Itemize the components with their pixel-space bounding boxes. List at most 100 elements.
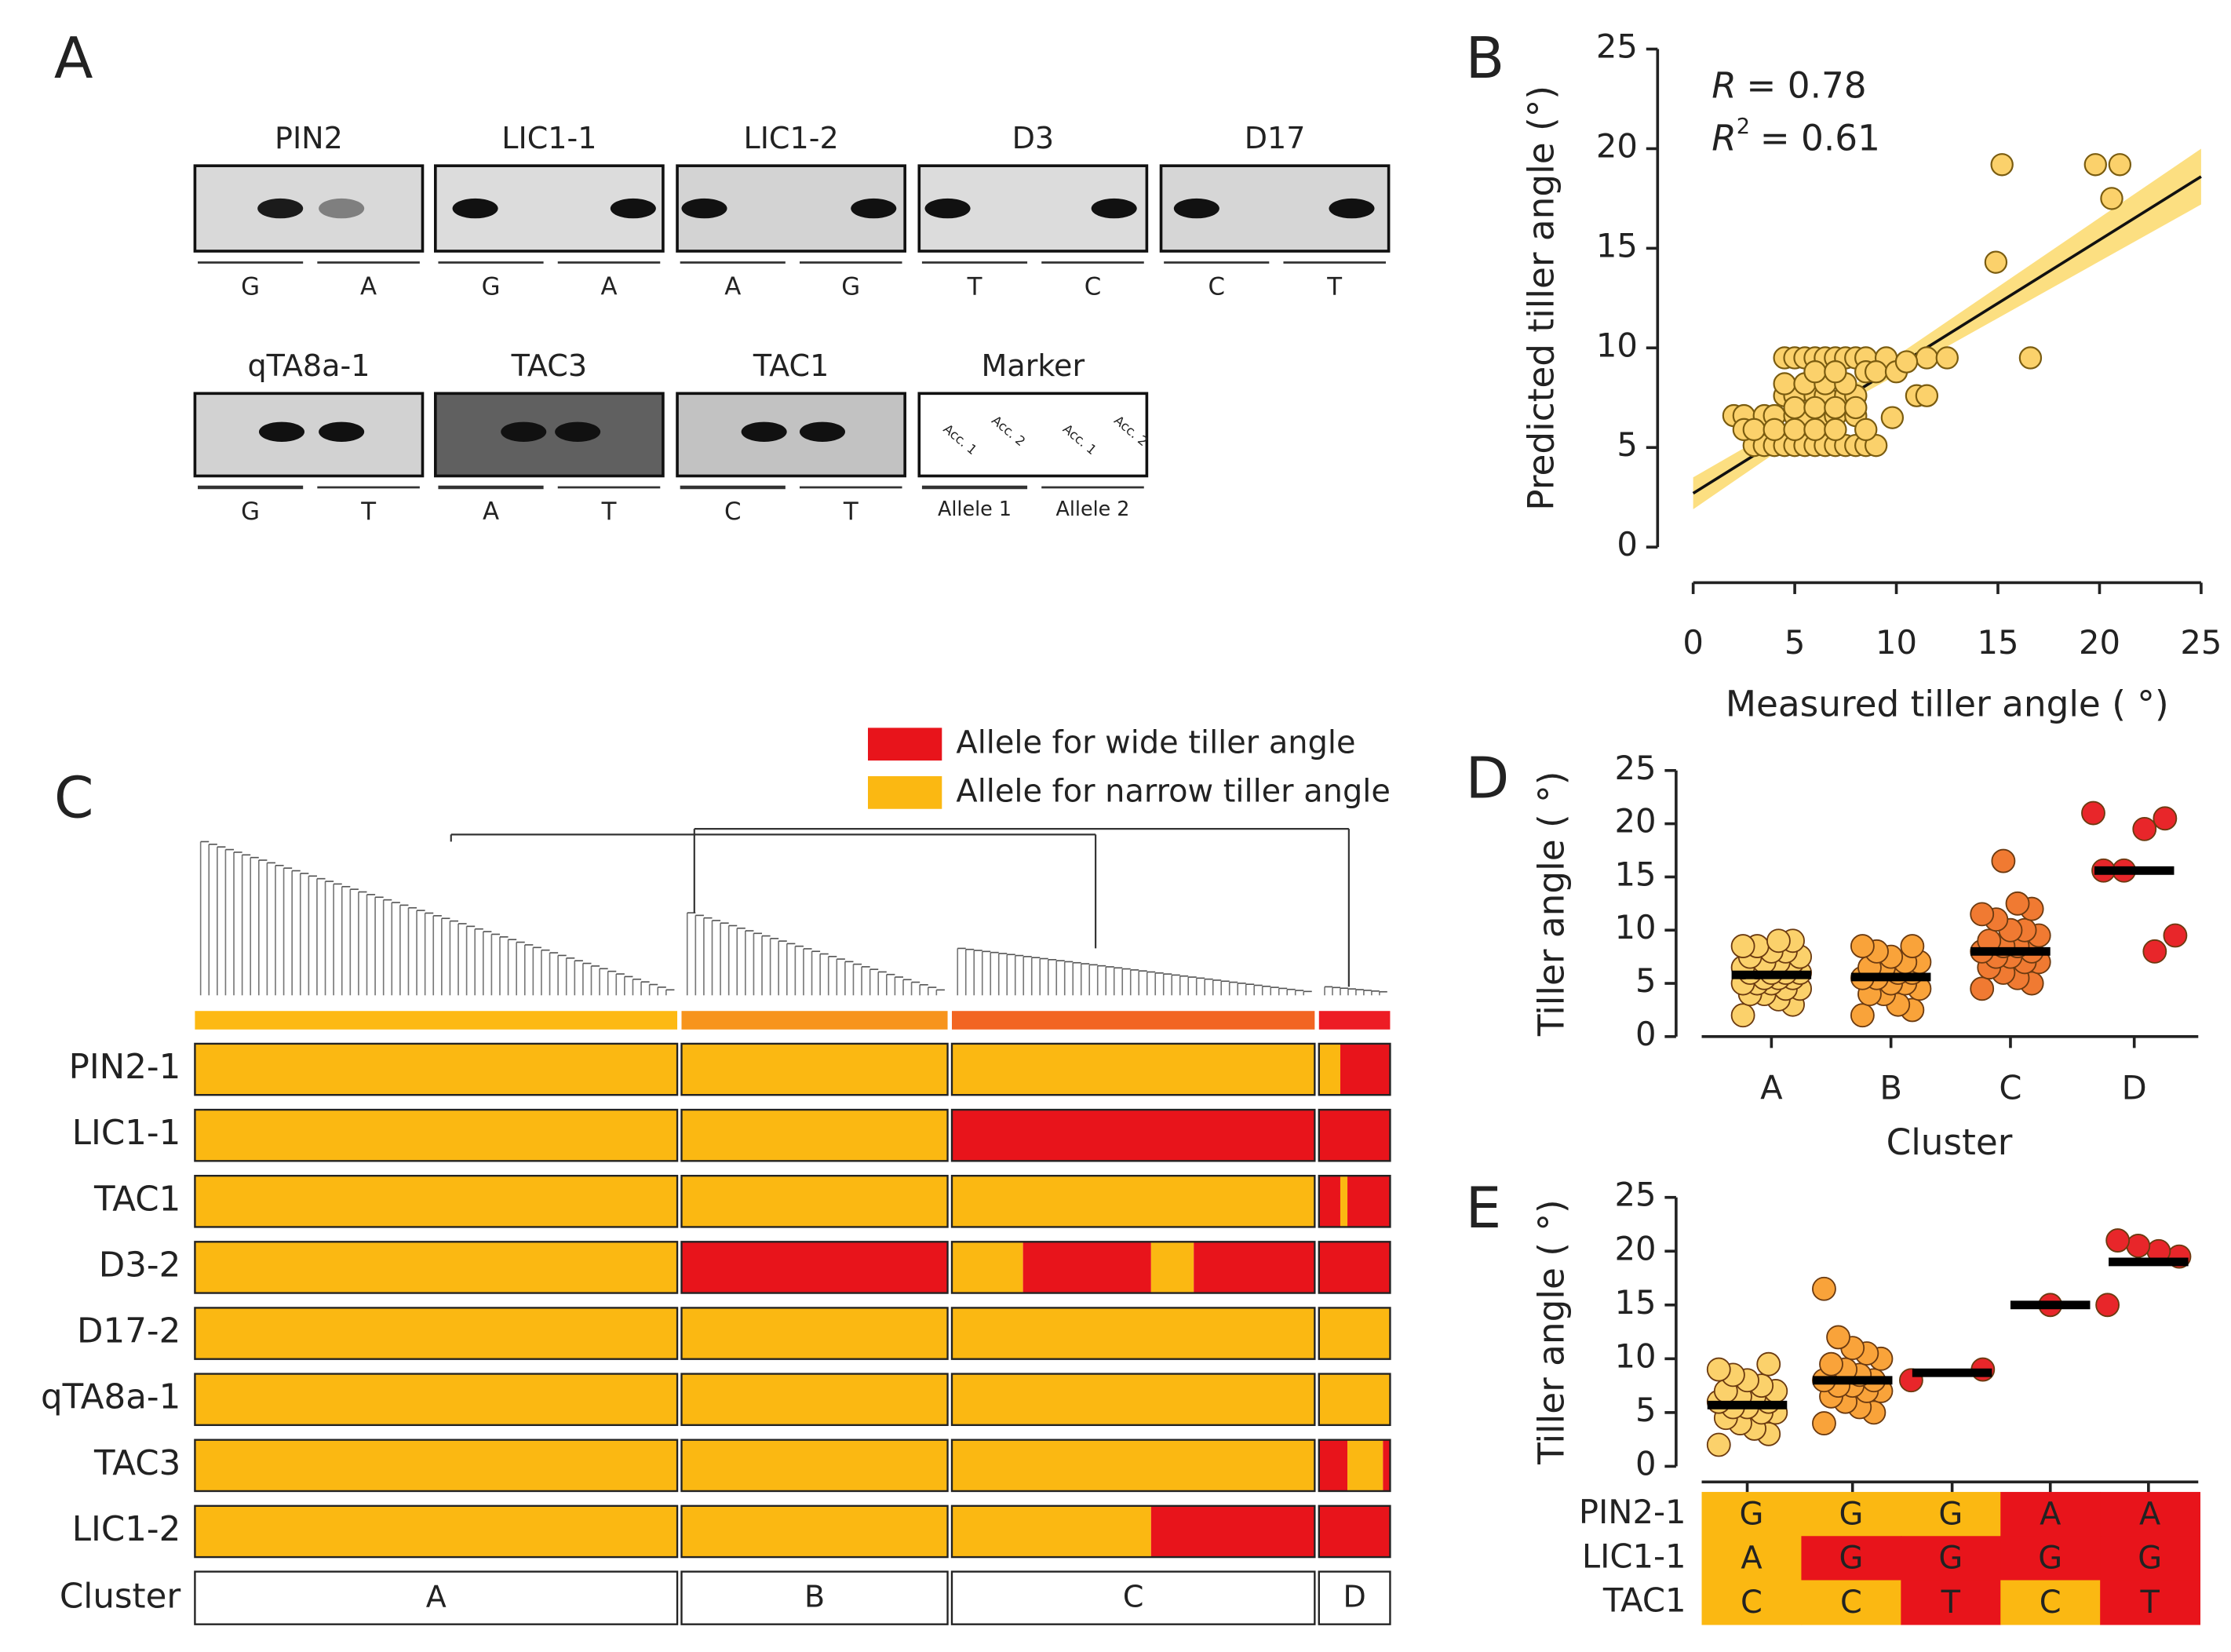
- genotype-outline: [950, 1307, 1316, 1360]
- genotype-outline: [680, 1307, 949, 1360]
- row-label: PIN2-1: [69, 1048, 181, 1087]
- genotype-cell: [2100, 1492, 2201, 1537]
- cluster-bar: [681, 1011, 948, 1030]
- y-tick-label: 5: [1617, 425, 1638, 464]
- y-tick-label: 0: [1617, 525, 1638, 563]
- point: [1984, 250, 2008, 274]
- y-tick-label: 10: [1614, 908, 1656, 946]
- point: [1783, 418, 1806, 442]
- point: [1783, 396, 1806, 420]
- x-tick-label: C: [1999, 1069, 2021, 1107]
- genotype-segment: [1150, 1505, 1315, 1558]
- genotype-segment: [681, 1505, 948, 1558]
- gel: [676, 392, 906, 478]
- point: [1730, 934, 1755, 958]
- point: [1990, 153, 2014, 177]
- genotype-cell: [1701, 1536, 1803, 1581]
- genotype-allele: C: [1741, 1585, 1763, 1621]
- gel-title: LIC1-2: [744, 121, 839, 155]
- point: [1970, 902, 1995, 927]
- genotype-allele: C: [2040, 1585, 2061, 1621]
- genotype-allele: C: [1840, 1585, 1862, 1621]
- point: [1915, 384, 1939, 407]
- panel-label: E: [1466, 1176, 1502, 1242]
- point: [1991, 848, 2016, 873]
- gel-band: [741, 421, 787, 442]
- genotype-cell: [2000, 1536, 2102, 1581]
- cluster-cell: [680, 1570, 949, 1625]
- genotype-outline: [1318, 1439, 1391, 1493]
- genotype-outline: [194, 1504, 679, 1559]
- point: [2005, 891, 2030, 916]
- point: [1824, 396, 1847, 420]
- gel-title: TAC1: [753, 348, 829, 383]
- marker-box: [917, 392, 1149, 478]
- x-tick-label: D: [2122, 1069, 2147, 1107]
- gel-band: [319, 198, 365, 219]
- y-tick-label: 25: [1614, 1176, 1656, 1214]
- x-tick-label: 20: [2079, 623, 2120, 662]
- x-axis-label: Cluster: [1887, 1121, 2013, 1163]
- genotype-segment: [1347, 1439, 1383, 1491]
- genotype-segment: [1318, 1505, 1391, 1558]
- y-axis-label: Tiller angle ( °): [1530, 1199, 1572, 1465]
- genotype-outline: [1318, 1373, 1391, 1427]
- genotype-cell: [1901, 1580, 2002, 1625]
- genotype-cell: [1701, 1492, 1803, 1537]
- genotype-outline: [950, 1241, 1316, 1294]
- y-tick-label: 15: [1596, 226, 1638, 264]
- annotation-text: = 0.78: [1746, 64, 1866, 106]
- row-label: LIC1-1: [1582, 1537, 1686, 1575]
- point: [2132, 816, 2157, 841]
- genotype-cell: [1901, 1536, 2002, 1581]
- genotype-outline: [1318, 1241, 1391, 1294]
- x-tick-label: A: [1760, 1069, 1783, 1107]
- panel-label: A: [54, 26, 93, 92]
- gel-band: [452, 198, 498, 219]
- genotype-outline: [950, 1108, 1316, 1162]
- allele-label: G: [841, 273, 860, 301]
- x-tick-label: 5: [1784, 623, 1806, 662]
- point: [1819, 1351, 1843, 1377]
- point: [1826, 1325, 1850, 1350]
- genotype-allele: G: [1839, 1496, 1863, 1532]
- genotype-segment: [951, 1110, 1315, 1162]
- point: [1773, 372, 1796, 396]
- genotype-cell: [1801, 1536, 1902, 1581]
- genotype-outline: [680, 1042, 949, 1096]
- genotype-outline: [194, 1373, 679, 1427]
- point: [2105, 1228, 2131, 1253]
- annotation-var: R: [1712, 117, 1736, 159]
- genotype-segment: [1318, 1242, 1391, 1293]
- genotype-outline: [680, 1241, 949, 1294]
- genotype-cell: [2100, 1580, 2201, 1625]
- point: [2095, 1293, 2120, 1318]
- cluster-cell: [1318, 1570, 1391, 1625]
- allele-label: A: [483, 498, 499, 526]
- genotype-cell: [1901, 1492, 2002, 1537]
- gel-band: [257, 198, 304, 219]
- genotype-outline: [194, 1241, 679, 1294]
- row-label: qTA8a-1: [41, 1378, 180, 1417]
- x-tick-label: 15: [1977, 623, 2018, 662]
- genotype-outline: [950, 1439, 1316, 1493]
- point: [1803, 418, 1827, 442]
- allele-label: T: [967, 273, 982, 301]
- cluster-label: A: [426, 1580, 447, 1614]
- genotype-allele: G: [1740, 1496, 1764, 1532]
- row-label: LIC1-1: [72, 1114, 181, 1153]
- genotype-outline: [950, 1042, 1316, 1096]
- point: [1850, 1003, 1875, 1028]
- point: [1803, 396, 1827, 420]
- genotype-outline: [1318, 1504, 1391, 1559]
- point: [1706, 1357, 1731, 1382]
- point: [2163, 923, 2188, 948]
- panel-label: D: [1466, 746, 1510, 811]
- genotype-outline: [680, 1108, 949, 1162]
- genotype-outline: [1318, 1307, 1391, 1360]
- row-label: PIN2-1: [1579, 1493, 1686, 1531]
- genotype-cell: [2100, 1536, 2201, 1581]
- genotype-allele: G: [1839, 1541, 1863, 1577]
- genotype-outline: [680, 1439, 949, 1493]
- allele-label: C: [1208, 273, 1225, 301]
